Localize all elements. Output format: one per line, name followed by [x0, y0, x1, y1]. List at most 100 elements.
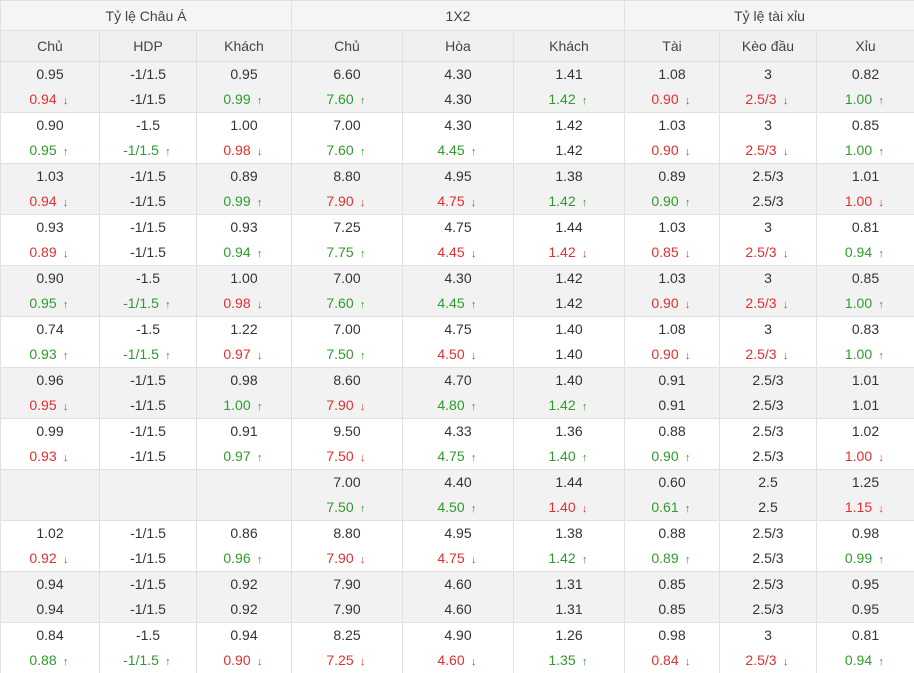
- arrow-down-icon: [358, 395, 368, 418]
- current-odds-line: -1/1.5: [101, 546, 196, 571]
- current-odds-line: 2.5/3: [721, 393, 816, 418]
- opening-odds: 4.30: [444, 117, 472, 133]
- odds-cell: 0.94 0.90: [196, 622, 292, 673]
- table-row[interactable]: 0.96 0.95 -1/1.5 -1/1.5 0.98 1.00 8.60 7.90 4.70…: [0, 367, 914, 419]
- current-odds-line: 0.90: [626, 138, 719, 163]
- current-odds: 0.84: [651, 652, 679, 668]
- opening-odds: -1/1.5: [130, 372, 166, 388]
- opening-odds: 2.5: [758, 474, 778, 490]
- odds-cell: 0.81 0.94: [816, 214, 914, 266]
- opening-odds: 1.03: [658, 117, 686, 133]
- table-row[interactable]: 0.900.95-1.5-1/1.51.000.987.007.604.304.…: [0, 112, 914, 164]
- odds-cell: 4.30 4.30: [402, 61, 514, 113]
- current-odds-line: 2.5/3: [721, 240, 816, 265]
- current-odds: 2.5/3: [745, 244, 777, 260]
- opening-odds: 0.81: [851, 627, 880, 643]
- arrow-down-icon: [61, 242, 71, 265]
- col-header-1x2-away: Khách: [513, 30, 625, 62]
- table-row[interactable]: 0.900.95-1.5-1/1.51.000.987.007.604.304.…: [0, 265, 914, 317]
- current-odds-line: 1.42: [515, 291, 624, 316]
- current-odds: 7.50: [326, 499, 354, 515]
- current-odds-line: 7.50: [293, 342, 402, 367]
- current-odds: 0.90: [651, 346, 679, 362]
- odds-cell: 1.03 0.90: [624, 265, 720, 317]
- arrow-up-icon: [255, 191, 265, 214]
- current-odds: 0.90: [651, 295, 679, 311]
- odds-cell: 3 2.5/3: [719, 316, 817, 368]
- opening-odds: 4.33: [444, 423, 472, 439]
- current-odds: 1.00: [223, 397, 251, 413]
- odds-cell: 0.90 0.95: [0, 265, 100, 317]
- group-header-asian-handicap: Tỷ lệ Châu Á: [0, 0, 292, 31]
- current-odds-line: 4.30: [404, 87, 513, 112]
- current-odds: 7.60: [326, 142, 354, 158]
- opening-odds: 0.95: [851, 576, 880, 592]
- opening-odds: 3: [764, 270, 772, 286]
- table-row[interactable]: 1.02 0.92 -1/1.5 -1/1.5 0.86 0.96 8.80 7.90 4.95…: [0, 520, 914, 572]
- odds-cell: -1.5 -1/1.5: [99, 316, 197, 368]
- odds-cell: 1.02 0.92: [0, 520, 100, 572]
- current-odds-line: -1/1.5: [101, 597, 196, 622]
- current-odds: -1/1.5: [123, 652, 159, 668]
- odds-cell: 1.01 1.01: [816, 367, 914, 419]
- odds-cell: 0.60 0.61: [624, 469, 720, 521]
- opening-odds: 1.38: [555, 525, 583, 541]
- table-row[interactable]: 0.93 0.89 -1/1.5 -1/1.5 0.93 0.94 7.25 7.75 4.75…: [0, 214, 914, 266]
- current-odds: 1.00: [844, 142, 873, 158]
- opening-odds: 0.88: [658, 423, 686, 439]
- odds-cell: 0.85 1.00: [816, 112, 914, 164]
- current-odds-line: 1.40: [515, 342, 624, 367]
- current-odds: 4.60: [437, 652, 465, 668]
- current-odds: 0.93: [29, 346, 57, 362]
- current-odds-line: 2.5/3: [721, 546, 816, 571]
- arrow-down-icon: [469, 191, 479, 214]
- opening-odds: 0.90: [36, 270, 64, 286]
- current-odds-line: 0.89: [626, 546, 719, 571]
- group-header-1x2: 1X2: [291, 0, 625, 31]
- opening-odds: 0.88: [658, 525, 686, 541]
- odds-cell: 1.44 1.42: [513, 214, 625, 266]
- current-odds: 7.60: [326, 91, 354, 107]
- table-row[interactable]: 7.00 7.50 4.40 4.50 1.44 1.40 0.60 0.61 2.5 2.5 1.…: [0, 469, 914, 521]
- current-odds-line: 0.97: [198, 444, 291, 469]
- current-odds: 2.5/3: [745, 295, 777, 311]
- current-odds: -1/1.5: [130, 601, 166, 617]
- current-odds: 0.90: [651, 142, 679, 158]
- opening-odds: 7.00: [333, 117, 361, 133]
- arrow-up-icon: [876, 140, 886, 163]
- current-odds: -1/1.5: [130, 550, 166, 566]
- opening-odds: 1.00: [230, 270, 258, 286]
- opening-odds: 0.98: [658, 627, 686, 643]
- odds-cell: -1.5 -1/1.5: [99, 112, 197, 164]
- opening-odds: 4.30: [444, 270, 472, 286]
- odds-cell: 0.92 0.92: [196, 571, 292, 623]
- arrow-down-icon: [876, 497, 886, 520]
- odds-cell: 1.01 1.00: [816, 163, 914, 215]
- odds-cell: 8.60 7.90: [291, 367, 403, 419]
- current-odds: 1.01: [851, 397, 880, 413]
- arrow-up-icon: [580, 650, 590, 673]
- opening-odds: 0.98: [230, 372, 258, 388]
- odds-cell: -1.5 -1/1.5: [99, 622, 197, 673]
- table-row[interactable]: 0.95 0.94 -1/1.5 -1/1.5 0.95 0.99 6.60 7.60 4.30…: [0, 61, 914, 113]
- current-odds: 2.5/3: [752, 448, 784, 464]
- arrow-up-icon: [876, 89, 886, 112]
- current-odds-line: 4.45: [404, 138, 513, 163]
- current-odds-line: 4.50: [404, 342, 513, 367]
- table-row[interactable]: 1.03 0.94 -1/1.5 -1/1.5 0.89 0.99 8.80 7.90 4.95…: [0, 163, 914, 215]
- arrow-up-icon: [163, 344, 173, 367]
- table-row[interactable]: 0.99 0.93 -1/1.5 -1/1.5 0.91 0.97 9.50 7.50 4.33…: [0, 418, 914, 470]
- odds-cell: 0.89 0.99: [196, 163, 292, 215]
- opening-odds: 1.41: [555, 66, 583, 82]
- arrow-up-icon: [469, 140, 479, 163]
- table-row[interactable]: 0.840.88-1.5-1/1.50.940.908.257.254.904.…: [0, 622, 914, 673]
- current-odds-line: 0.88: [2, 648, 99, 673]
- arrow-up-icon: [358, 344, 368, 367]
- table-row[interactable]: 0.94 0.94 -1/1.5 -1/1.5 0.92 0.92 7.90 7.90 4.60…: [0, 571, 914, 623]
- opening-odds: 0.95: [230, 66, 258, 82]
- current-odds-line: 4.60: [404, 648, 513, 673]
- arrow-down-icon: [781, 140, 791, 163]
- current-odds-line: 1.00: [818, 138, 914, 163]
- opening-odds: 8.25: [333, 627, 361, 643]
- table-row[interactable]: 0.740.93-1.5-1/1.51.220.977.007.504.754.…: [0, 316, 914, 368]
